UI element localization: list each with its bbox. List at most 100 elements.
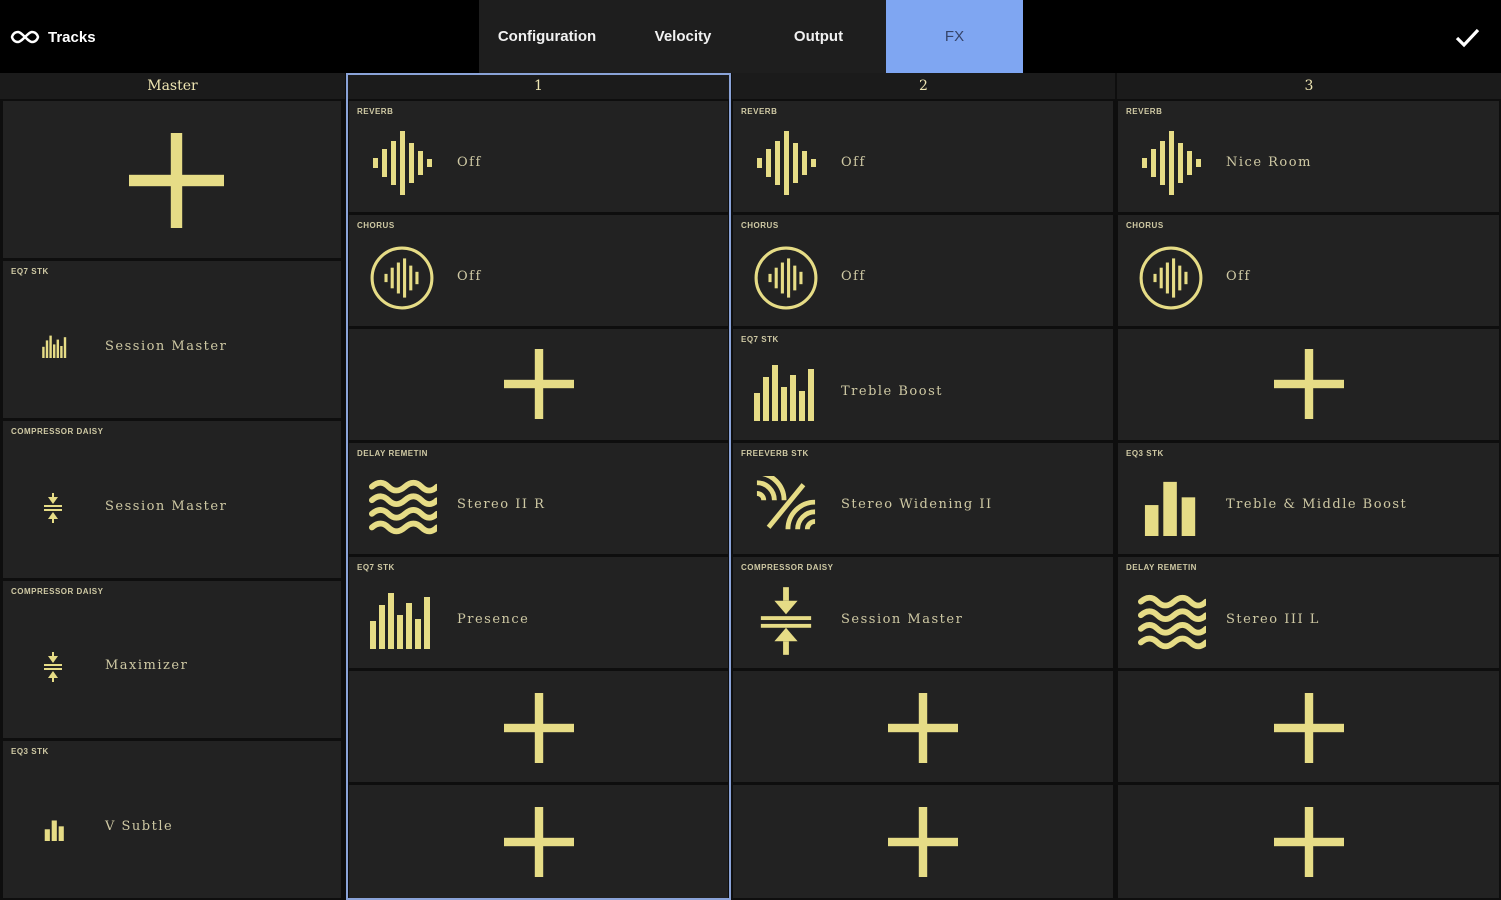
tab-velocity[interactable]: Velocity: [615, 0, 751, 73]
column-header-3: 3: [1117, 73, 1501, 99]
master-fx-slot-3[interactable]: COMPRESSOR DAISY Maximizer: [3, 581, 341, 738]
infinity-icon: [10, 30, 40, 44]
fx-preset-name: Off: [841, 269, 866, 284]
track2-add-fx-button-2[interactable]: [733, 785, 1113, 898]
fx-preset-name: Off: [841, 155, 866, 170]
plus-icon: [504, 349, 574, 419]
plus-icon: [1274, 693, 1344, 763]
reverb-icon: [1140, 131, 1204, 195]
tab-fx[interactable]: FX: [886, 0, 1023, 73]
fx-preset-name: Stereo III L: [1226, 612, 1320, 627]
fx-type-label: COMPRESSOR DAISY: [11, 587, 104, 596]
tab-velocity-label: Velocity: [654, 28, 712, 45]
track2-fx-eq[interactable]: EQ7 STK Treble Boost: [733, 329, 1113, 440]
stereo-widening-icon: [755, 476, 817, 536]
track2-fx-freeverb[interactable]: FREEVERB STK Stereo Widening II: [733, 443, 1113, 554]
plus-icon: [1274, 349, 1344, 419]
compressor-icon: [43, 652, 63, 682]
fx-type-label: EQ3 STK: [11, 747, 49, 756]
track3-fx-delay[interactable]: DELAY REMETIN Stereo III L: [1118, 557, 1499, 668]
fx-type-label: DELAY REMETIN: [1126, 563, 1197, 572]
track1-fx-eq[interactable]: EQ7 STK Presence: [349, 557, 728, 668]
compressor-icon: [757, 587, 815, 655]
tracks-nav[interactable]: Tracks: [10, 24, 96, 50]
fx-preset-name: Session Master: [105, 499, 228, 514]
fx-preset-name: Presence: [457, 612, 530, 627]
fx-type-label: EQ3 STK: [1126, 449, 1164, 458]
delay-waves-icon: [369, 478, 437, 538]
fx-type-label: REVERB: [1126, 107, 1163, 116]
confirm-check-icon[interactable]: [1452, 23, 1482, 51]
fx-preset-name: Nice Room: [1226, 155, 1312, 170]
fx-type-label: EQ7 STK: [741, 335, 779, 344]
plus-icon: [888, 693, 958, 763]
track2-add-fx-button[interactable]: [733, 671, 1113, 782]
chorus-icon: [1138, 245, 1204, 311]
fx-preset-name: V Subtle: [105, 819, 174, 834]
fx-preset-name: Session Master: [105, 339, 228, 354]
fx-type-label: CHORUS: [741, 221, 779, 230]
reverb-icon: [371, 131, 435, 195]
fx-type-label: EQ7 STK: [11, 267, 49, 276]
fx-type-label: CHORUS: [357, 221, 395, 230]
fx-preset-name: Treble & Middle Boost: [1226, 497, 1408, 512]
eq3-icon: [1142, 478, 1202, 536]
track1-fx-reverb[interactable]: REVERB Off: [349, 101, 728, 212]
column-header-2: 2: [732, 73, 1115, 99]
fx-preset-name: Maximizer: [105, 658, 189, 673]
track1-add-fx-button-3[interactable]: [349, 785, 728, 898]
fx-type-label: COMPRESSOR DAISY: [741, 563, 834, 572]
track2-fx-reverb[interactable]: REVERB Off: [733, 101, 1113, 212]
track2-fx-compressor[interactable]: COMPRESSOR DAISY Session Master: [733, 557, 1113, 668]
chorus-icon: [369, 245, 435, 311]
track3-fx-reverb[interactable]: REVERB Nice Room: [1118, 101, 1499, 212]
app-title: Tracks: [48, 28, 96, 46]
plus-icon: [504, 693, 574, 763]
fx-preset-name: Stereo Widening II: [841, 497, 993, 512]
master-fx-slot-4[interactable]: EQ3 STK V Subtle: [3, 741, 341, 898]
master-fx-slot-1[interactable]: EQ7 STK Session Master: [3, 261, 341, 418]
plus-icon: [1274, 807, 1344, 877]
track3-add-fx-button-3[interactable]: [1118, 785, 1499, 898]
master-fx-slot-2[interactable]: COMPRESSOR DAISY Session Master: [3, 421, 341, 578]
track1-add-fx-button[interactable]: [349, 329, 728, 440]
track3-fx-chorus[interactable]: CHORUS Off: [1118, 215, 1499, 326]
fx-type-label: REVERB: [357, 107, 394, 116]
tab-output-label: Output: [793, 28, 844, 45]
plus-icon: [888, 807, 958, 877]
track1-fx-chorus[interactable]: CHORUS Off: [349, 215, 728, 326]
chorus-icon: [753, 245, 819, 311]
fx-preset-name: Treble Boost: [841, 384, 943, 399]
fx-type-label: FREEVERB STK: [741, 449, 809, 458]
fx-preset-name: Off: [457, 269, 482, 284]
track3-fx-eq3[interactable]: EQ3 STK Treble & Middle Boost: [1118, 443, 1499, 554]
fx-preset-name: Stereo II R: [457, 497, 546, 512]
track2-fx-chorus[interactable]: CHORUS Off: [733, 215, 1113, 326]
delay-waves-icon: [1138, 593, 1206, 653]
tab-output[interactable]: Output: [751, 0, 886, 73]
tab-fx-label: FX: [944, 28, 965, 45]
column-header-1: 1: [347, 73, 730, 99]
fx-type-label: DELAY REMETIN: [357, 449, 428, 458]
eq7-icon: [753, 361, 819, 421]
fx-type-label: REVERB: [741, 107, 778, 116]
compressor-icon: [43, 493, 63, 523]
fx-type-label: EQ7 STK: [357, 563, 395, 572]
fx-type-label: COMPRESSOR DAISY: [11, 427, 104, 436]
master-add-fx-button[interactable]: [3, 101, 341, 258]
reverb-icon: [755, 131, 819, 195]
tab-configuration[interactable]: Configuration: [479, 0, 615, 73]
eq-icon: [41, 334, 69, 358]
plus-icon: [129, 133, 224, 228]
fx-preset-name: Off: [457, 155, 482, 170]
tab-configuration-label: Configuration: [497, 28, 597, 45]
track3-add-fx-button-2[interactable]: [1118, 671, 1499, 782]
column-header-master: Master: [0, 73, 345, 99]
eq3-icon: [43, 819, 67, 841]
eq7-icon: [369, 589, 435, 649]
track1-add-fx-button-2[interactable]: [349, 671, 728, 782]
top-bar: Tracks Configuration Velocity Output FX: [0, 0, 1501, 73]
track1-fx-delay[interactable]: DELAY REMETIN Stereo II R: [349, 443, 728, 554]
plus-icon: [504, 807, 574, 877]
track3-add-fx-button[interactable]: [1118, 329, 1499, 440]
